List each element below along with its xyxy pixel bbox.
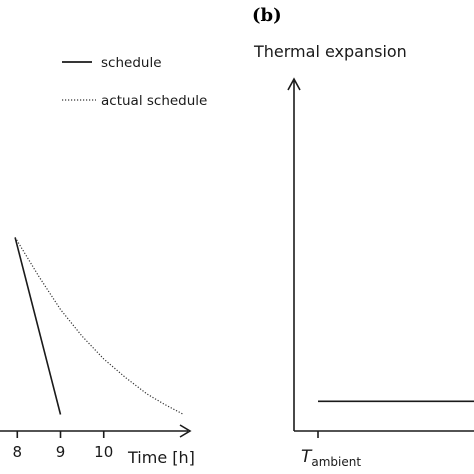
legend-a: schedule actual schedule — [62, 55, 207, 109]
series-line-actual-schedule — [14, 237, 184, 416]
x-tick-label: 9 — [56, 443, 66, 461]
legend-label-schedule: schedule — [101, 55, 162, 71]
panel-label-b: (b) — [252, 5, 282, 26]
x-axis-label-a: Time [h] — [127, 448, 195, 467]
x-tick-label-ambient: Tambient — [301, 447, 361, 469]
series-line-schedule — [14, 237, 62, 415]
y-axis-label-b: Thermal expansion — [253, 42, 407, 61]
x-tick-label: 10 — [94, 443, 113, 461]
x-tick-label-main: T — [301, 447, 313, 467]
legend-label-actual-schedule: actual schedule — [101, 93, 207, 109]
y-axis-arrowhead-b — [287, 77, 301, 91]
chart-b: (b) Thermal expansion Tambient — [252, 5, 474, 469]
chart-a: 8 9 10 Time [h] schedule actual schedule — [0, 55, 207, 467]
x-axis-arrowhead-a — [179, 424, 192, 438]
x-tick-label-sub: ambient — [311, 455, 361, 469]
x-tick-label: 8 — [13, 443, 23, 461]
